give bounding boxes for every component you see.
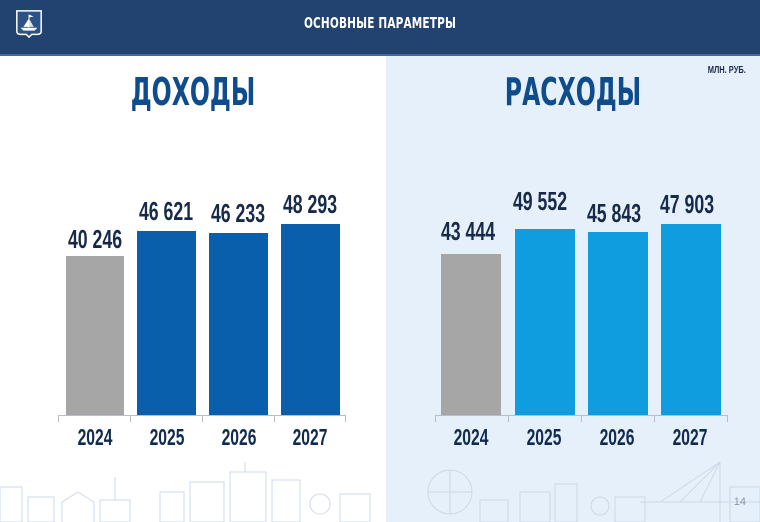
income-value-2025: 46 621 xyxy=(138,196,194,226)
page-number: 14 xyxy=(733,496,746,508)
axis-tick xyxy=(581,415,582,422)
expense-panel: МЛН. РУБ. РАСХОДЫ 43 444 49 552 45 843 4… xyxy=(386,56,760,522)
axis-tick xyxy=(58,415,59,422)
income-value-2027: 48 293 xyxy=(282,189,338,219)
axis-tick xyxy=(727,415,728,422)
income-chart: 40 246 46 621 46 233 48 293 2024 2025 20… xyxy=(0,56,386,522)
income-year-2026: 2026 xyxy=(221,424,257,450)
axis-tick xyxy=(508,415,509,422)
axis-tick xyxy=(435,415,436,422)
expense-value-2024: 43 444 xyxy=(440,216,496,246)
income-bar-2027 xyxy=(281,224,340,415)
income-panel: ДОХОДЫ 40 246 46 621 46 233 48 293 2024 … xyxy=(0,56,386,522)
expense-year-2027: 2027 xyxy=(672,424,708,450)
income-bar-2024 xyxy=(66,256,124,415)
expense-bar-2024 xyxy=(441,254,501,415)
income-year-2027: 2027 xyxy=(292,424,328,450)
axis-tick xyxy=(345,415,346,422)
income-bar-2026 xyxy=(209,233,268,415)
expense-bar-2025 xyxy=(515,229,575,415)
expense-value-2026: 45 843 xyxy=(586,198,642,228)
page-title: ОСНОВНЫЕ ПАРАМЕТРЫ xyxy=(303,14,457,32)
axis-tick xyxy=(130,415,131,422)
expense-year-2024: 2024 xyxy=(453,424,489,450)
coat-of-arms-ship-icon xyxy=(16,10,42,39)
expense-bar-2026 xyxy=(588,232,648,415)
axis-tick xyxy=(202,415,203,422)
unit-label: МЛН. РУБ. xyxy=(707,65,746,76)
expense-value-2025: 49 552 xyxy=(512,186,568,216)
header-bar: ОСНОВНЫЕ ПАРАМЕТРЫ xyxy=(0,0,760,56)
income-year-2024: 2024 xyxy=(77,424,113,450)
expense-year-2025: 2025 xyxy=(526,424,562,450)
income-year-2025: 2025 xyxy=(149,424,185,450)
expense-bar-2027 xyxy=(661,224,721,415)
income-bar-2025 xyxy=(137,231,196,415)
expense-year-2026: 2026 xyxy=(599,424,635,450)
axis-tick xyxy=(274,415,275,422)
axis-tick xyxy=(654,415,655,422)
income-title: ДОХОДЫ xyxy=(130,70,256,114)
expense-value-2027: 47 903 xyxy=(659,189,715,219)
expense-chart: 43 444 49 552 45 843 47 903 2024 2025 20… xyxy=(386,56,760,522)
income-value-2026: 46 233 xyxy=(210,198,266,228)
city-skyline-decoration xyxy=(0,461,760,522)
expense-title: РАСХОДЫ xyxy=(504,70,642,114)
income-value-2024: 40 246 xyxy=(67,224,123,254)
